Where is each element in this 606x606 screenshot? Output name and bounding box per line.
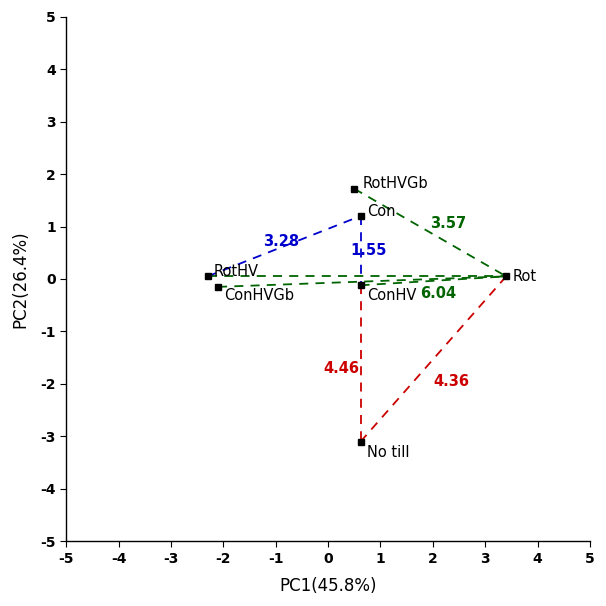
Text: Rot: Rot [513, 269, 536, 284]
Text: ConHV: ConHV [367, 288, 416, 303]
Text: RotHVGb: RotHVGb [362, 176, 428, 191]
Text: 6.04: 6.04 [420, 285, 456, 301]
Text: 3.57: 3.57 [430, 216, 467, 231]
Text: 3.28: 3.28 [263, 234, 299, 248]
Text: ConHVGb: ConHVGb [224, 288, 295, 303]
Y-axis label: PC2(26.4%): PC2(26.4%) [11, 230, 29, 328]
Text: 1.55: 1.55 [351, 242, 387, 258]
Text: 4.36: 4.36 [433, 374, 469, 389]
Text: Con: Con [367, 204, 395, 219]
Text: No till: No till [367, 445, 409, 460]
X-axis label: PC1(45.8%): PC1(45.8%) [279, 577, 377, 595]
Text: RotHV: RotHV [214, 264, 259, 279]
Text: 4.46: 4.46 [323, 361, 359, 376]
